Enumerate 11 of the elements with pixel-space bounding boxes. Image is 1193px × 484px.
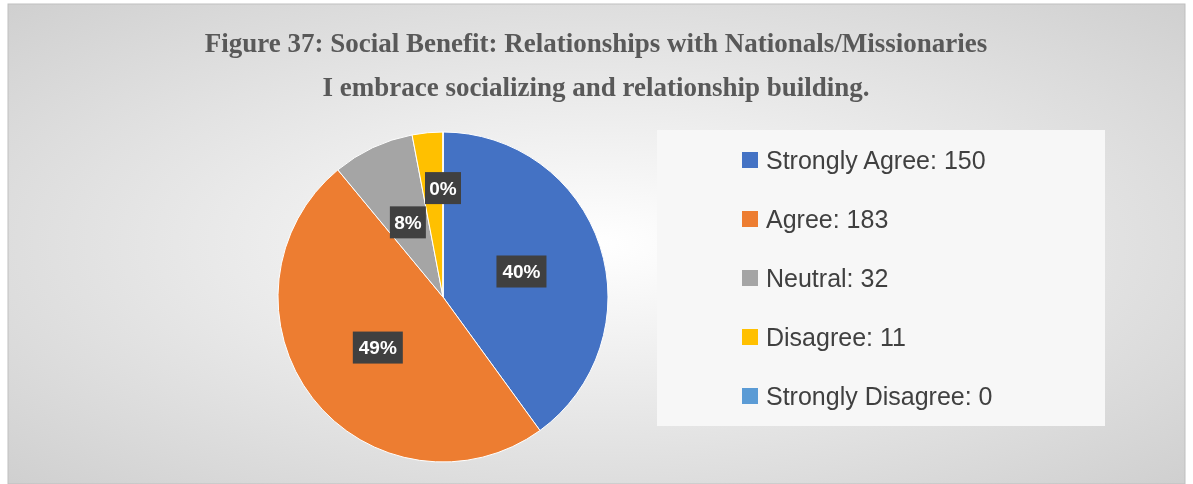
data-label: 8% xyxy=(394,212,422,233)
legend-label: Neutral: 32 xyxy=(766,263,889,292)
legend-label: Disagree: 11 xyxy=(766,322,906,351)
legend-label: Strongly Disagree: 0 xyxy=(766,381,993,410)
chart-title: Figure 37: Social Benefit: Relationships with Nationals/Missionaries xyxy=(204,28,988,58)
data-label: 49% xyxy=(358,337,397,359)
text: 0% xyxy=(429,177,457,199)
data-label: 40% xyxy=(502,261,541,283)
legend-label: Agree: 183 xyxy=(766,204,889,233)
chart-subtitle: I embrace socializing and relationship building. xyxy=(322,72,870,102)
legend-label: Strongly Agree: 150 xyxy=(766,145,986,174)
